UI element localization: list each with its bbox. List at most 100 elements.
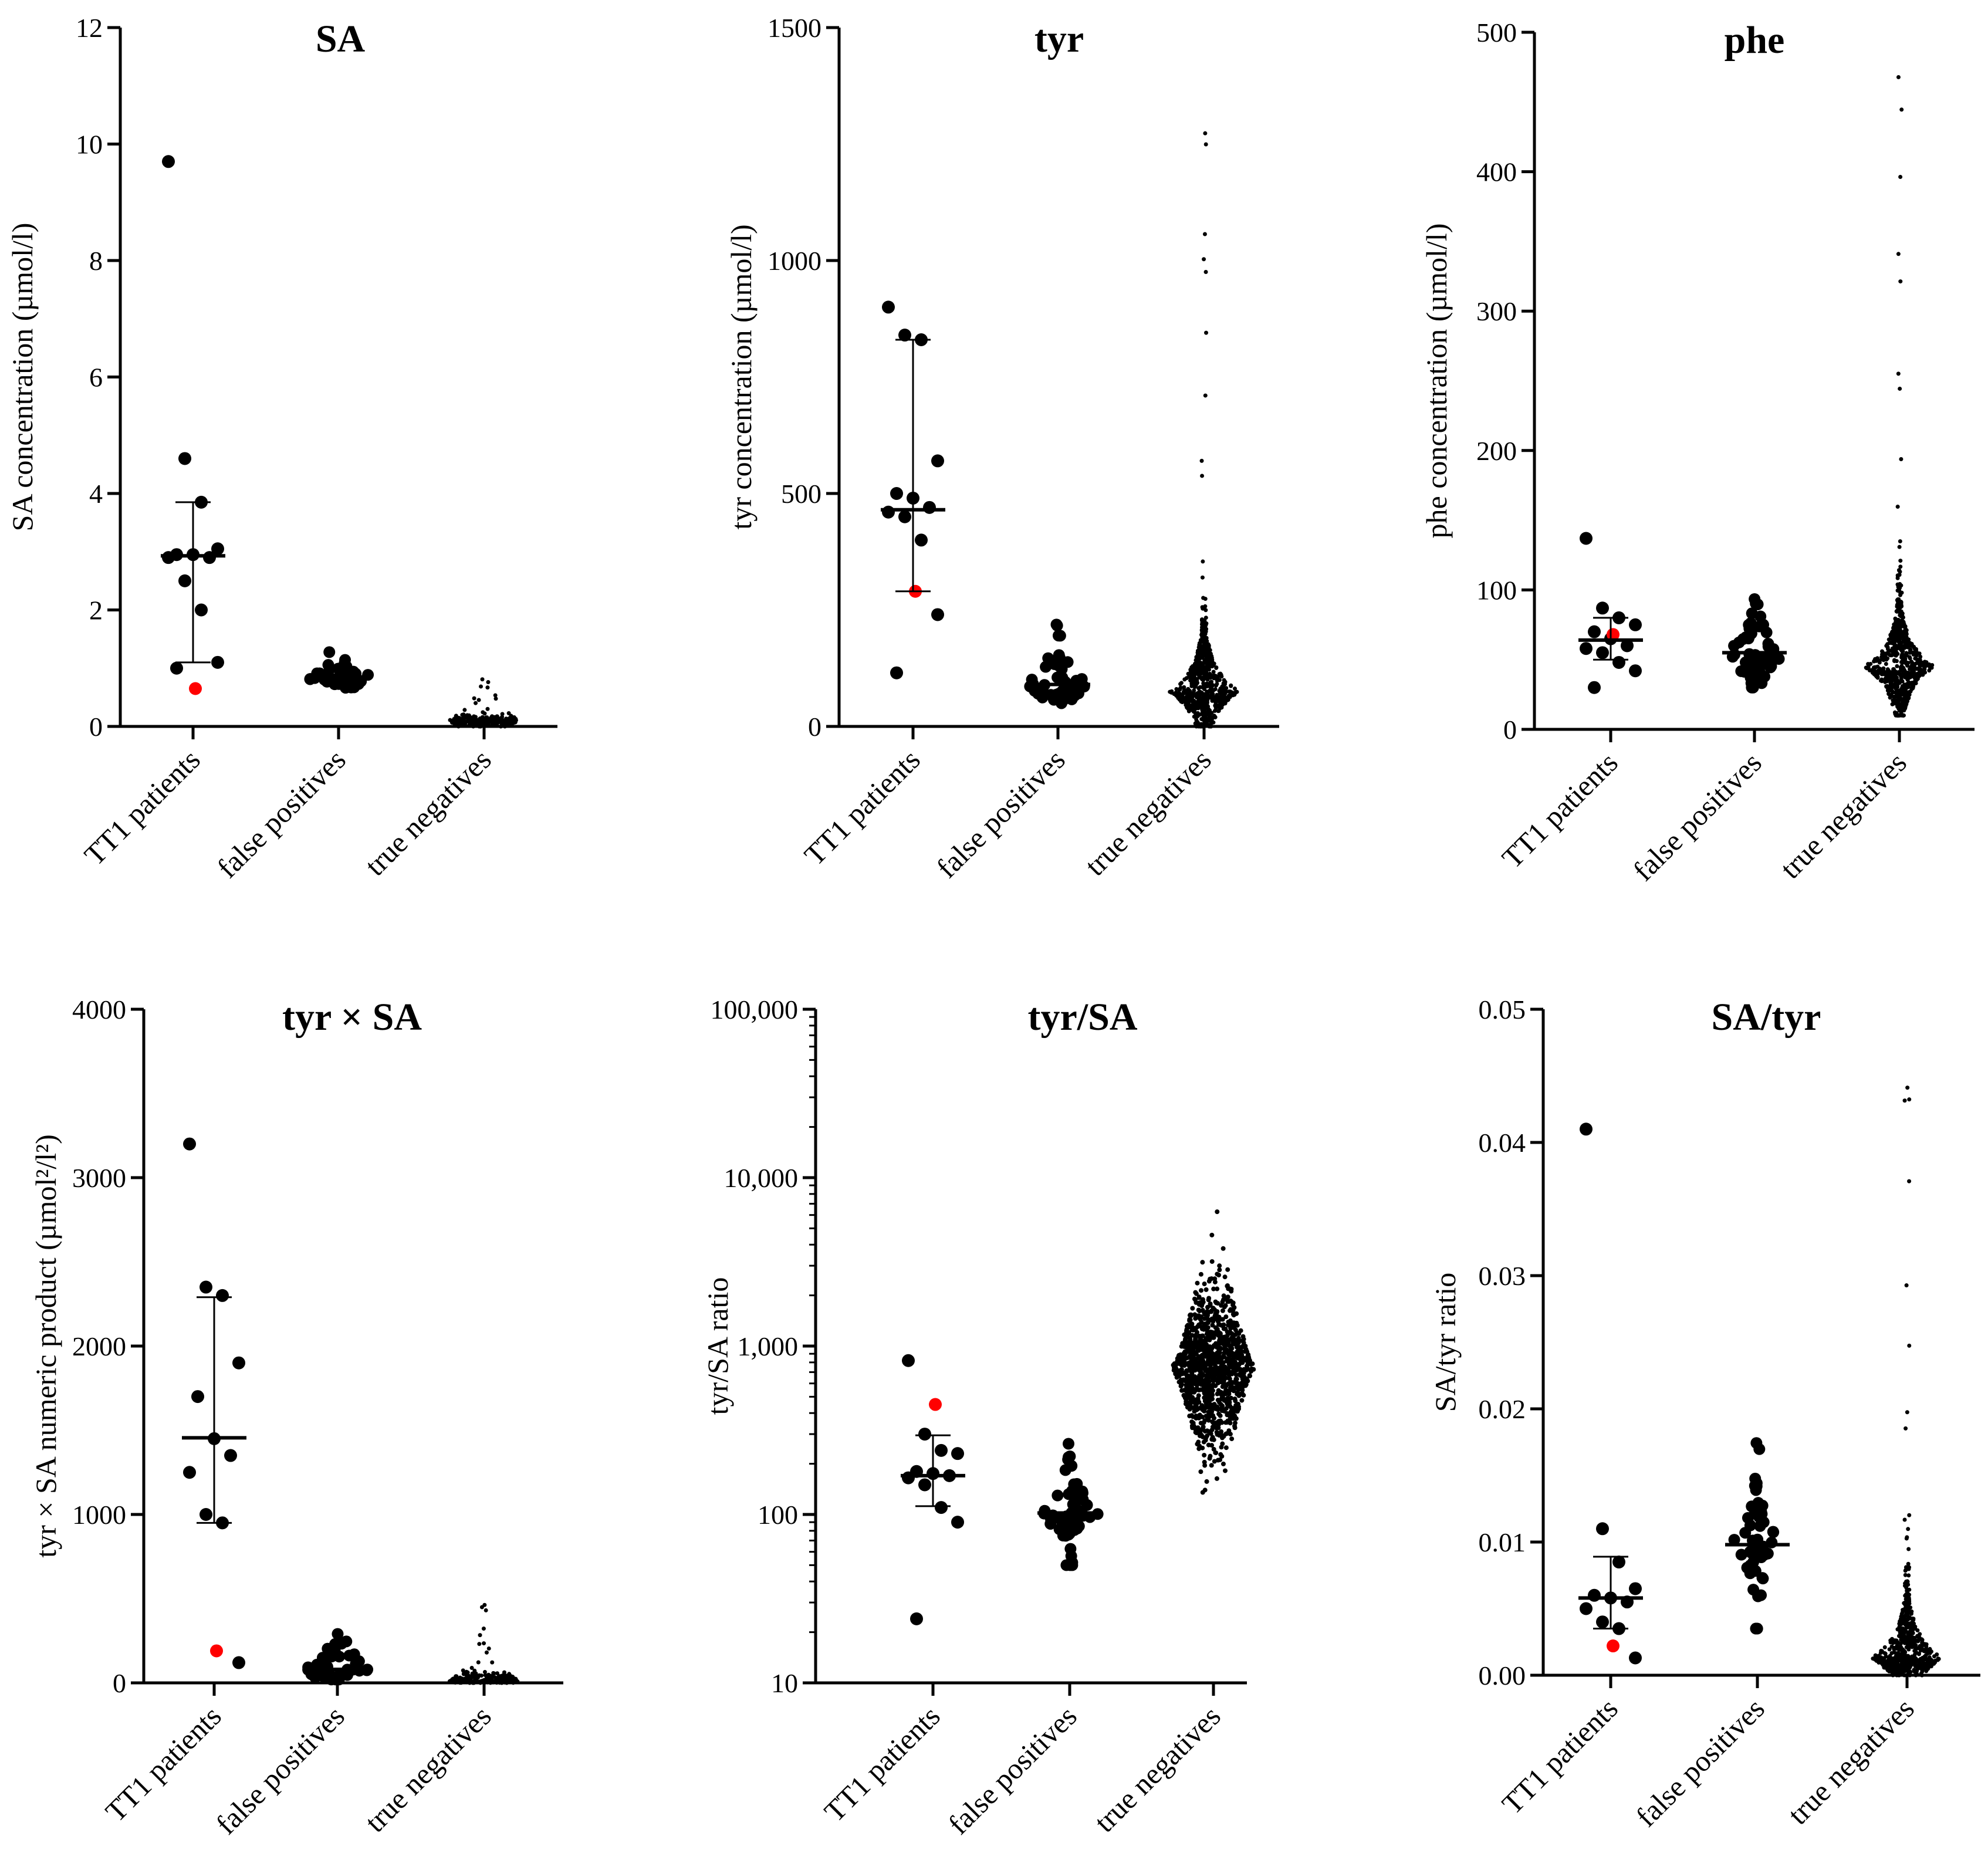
y-tick-label: 2000 xyxy=(72,1331,126,1361)
data-point xyxy=(1052,630,1064,642)
data-point xyxy=(1220,1246,1226,1251)
group-0 xyxy=(161,155,225,695)
data-point xyxy=(1762,1547,1774,1560)
y-tick-label: 3000 xyxy=(72,1163,126,1193)
data-point xyxy=(1919,1646,1923,1651)
data-point xyxy=(1892,671,1897,676)
data-point xyxy=(1220,1433,1225,1438)
data-point xyxy=(1895,664,1899,668)
data-point xyxy=(1906,1669,1911,1674)
data-point xyxy=(1225,1358,1230,1364)
chart-title: SA xyxy=(316,18,366,60)
data-point xyxy=(501,1674,506,1679)
data-point xyxy=(1874,674,1879,679)
data-point xyxy=(224,1449,237,1462)
data-point xyxy=(1217,1322,1222,1327)
data-point xyxy=(1222,687,1227,691)
data-point xyxy=(1897,1628,1902,1632)
data-point xyxy=(1188,1343,1193,1348)
data-point xyxy=(1201,682,1206,687)
y-tick-label: 4000 xyxy=(72,995,126,1025)
data-point xyxy=(1203,131,1208,136)
data-point xyxy=(1905,1535,1909,1540)
data-point xyxy=(1202,637,1207,641)
data-point xyxy=(1902,654,1907,659)
data-point xyxy=(1199,1377,1204,1382)
data-point xyxy=(1200,1434,1205,1439)
y-tick-label: 1500 xyxy=(768,13,821,43)
data-point xyxy=(497,1681,502,1685)
data-point xyxy=(500,715,505,719)
data-point xyxy=(1896,371,1901,376)
data-point xyxy=(1226,697,1230,702)
data-point xyxy=(1175,1356,1180,1361)
y-tick-label: 0 xyxy=(113,1668,126,1698)
data-point xyxy=(1209,721,1213,726)
panel-2: phe 0 100 200 300 400 500 phe concentration (µm… xyxy=(1420,18,1975,887)
data-point xyxy=(1924,1642,1929,1646)
data-point xyxy=(1203,721,1208,725)
data-point xyxy=(490,1660,495,1665)
data-point xyxy=(1230,1416,1236,1421)
data-point xyxy=(1890,630,1895,634)
data-point xyxy=(1225,1333,1230,1338)
data-point xyxy=(1893,690,1898,695)
data-point xyxy=(1898,564,1903,569)
data-point xyxy=(1229,1308,1235,1313)
data-point xyxy=(457,717,461,722)
data-point xyxy=(1906,1547,1911,1551)
data-point xyxy=(1209,682,1214,687)
y-tick-label: 0.05 xyxy=(1479,995,1526,1025)
data-point xyxy=(1885,1659,1889,1663)
data-point xyxy=(1209,1232,1215,1238)
data-point xyxy=(1201,714,1206,718)
data-point xyxy=(1209,715,1213,720)
data-point xyxy=(477,1642,482,1646)
data-point xyxy=(1217,698,1222,703)
data-point xyxy=(1220,1299,1225,1304)
data-point xyxy=(1204,330,1209,335)
data-point xyxy=(1208,653,1212,658)
highlight-point xyxy=(929,1398,942,1411)
data-point xyxy=(1219,672,1223,677)
data-point xyxy=(1213,695,1218,700)
highlight-point xyxy=(210,1644,223,1658)
data-point xyxy=(1888,693,1892,698)
data-point xyxy=(1612,1556,1625,1569)
data-point xyxy=(1596,1522,1609,1536)
data-point xyxy=(1913,675,1918,680)
data-point xyxy=(1178,687,1182,692)
y-tick-label: 0.04 xyxy=(1479,1128,1526,1158)
data-point xyxy=(1213,1425,1219,1431)
data-point xyxy=(1176,1373,1182,1378)
data-point xyxy=(1205,1428,1210,1433)
chart-title: phe xyxy=(1725,19,1785,62)
data-point xyxy=(1060,1559,1073,1571)
data-point xyxy=(1751,665,1763,677)
data-point xyxy=(1904,1600,1908,1605)
data-point xyxy=(1251,1367,1256,1372)
data-point xyxy=(1913,1626,1918,1631)
data-point xyxy=(1218,1413,1223,1418)
data-point xyxy=(1895,505,1900,509)
data-point xyxy=(484,1608,488,1612)
data-point xyxy=(211,655,224,669)
data-point xyxy=(1204,1479,1209,1484)
data-point xyxy=(1198,1358,1203,1364)
data-point xyxy=(1223,679,1228,684)
data-point xyxy=(476,719,481,723)
data-point xyxy=(1198,1428,1203,1433)
data-point xyxy=(1580,642,1593,655)
data-point xyxy=(1203,269,1208,274)
data-point xyxy=(1210,1323,1215,1328)
data-point xyxy=(503,721,508,726)
data-point xyxy=(1923,1656,1928,1661)
data-point xyxy=(1895,651,1900,656)
data-point xyxy=(1198,646,1202,651)
data-point xyxy=(1231,1388,1236,1394)
group-1 xyxy=(1722,593,1787,694)
data-point xyxy=(1234,1320,1239,1326)
x-tick-label: true negatives xyxy=(1078,743,1218,882)
data-point xyxy=(1912,679,1917,684)
data-point xyxy=(480,715,485,719)
